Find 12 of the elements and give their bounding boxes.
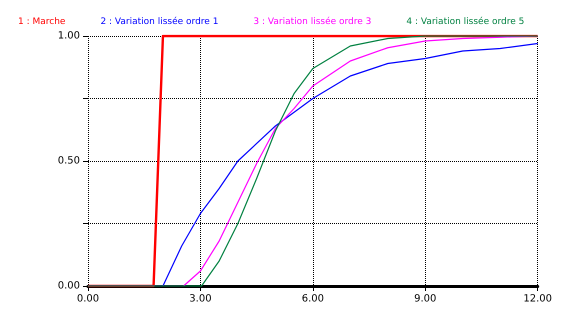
x-tick-label: 12.00 bbox=[523, 294, 552, 304]
y-tick-label: 0.00 bbox=[58, 280, 80, 292]
x-tick-label: 0.00 bbox=[76, 294, 100, 304]
x-tick-label: 9.00 bbox=[414, 294, 436, 304]
x-tick-label: 6.00 bbox=[302, 294, 324, 304]
series-label: 4 : Variation lissée ordre 5 bbox=[406, 16, 524, 27]
text: 3 : Variation lissée ordre 3 bbox=[253, 16, 372, 27]
text: 2 : Variation lissée ordre 1 bbox=[100, 16, 218, 27]
x-tick-label: 3.00 bbox=[189, 294, 212, 304]
y-tick-label: 1.00 bbox=[58, 30, 80, 42]
y-tick-label: 0.50 bbox=[58, 156, 80, 166]
text: 1 : Marche bbox=[18, 17, 66, 27]
